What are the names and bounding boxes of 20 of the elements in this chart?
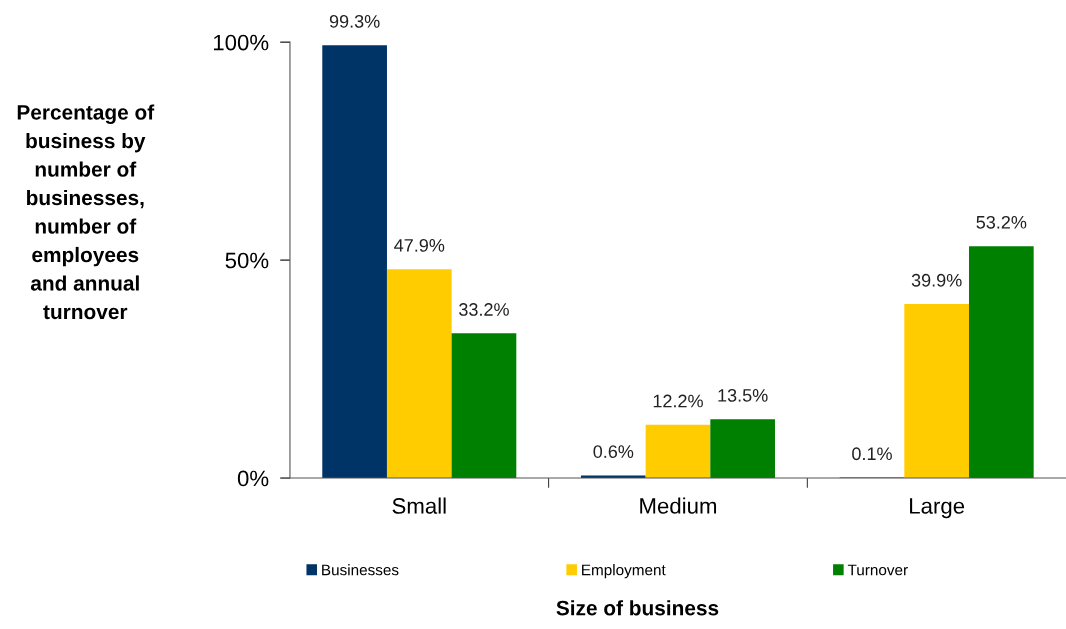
- data-label: 33.2%: [459, 303, 509, 316]
- data-label: 39.9%: [911, 273, 962, 287]
- x-tick-label: Small: [392, 497, 446, 514]
- data-label: 53.2%: [976, 215, 1027, 229]
- data-label: 0.6%: [593, 445, 634, 458]
- data-label: 99.3%: [329, 14, 380, 28]
- data-label: 0.1%: [852, 447, 892, 461]
- data-label: 47.9%: [394, 239, 445, 252]
- y-tick-label: 50%: [225, 252, 269, 269]
- legend-label: Turnover: [847, 564, 908, 576]
- data-label: 12.2%: [653, 394, 703, 408]
- x-axis-title: Size of business: [556, 600, 719, 616]
- data-label: 13.5%: [718, 388, 768, 402]
- legend-label: Businesses: [322, 564, 399, 576]
- x-tick-label: Medium: [640, 497, 717, 514]
- y-tick-label: 0%: [237, 470, 269, 487]
- y-axis-title: Percentage of business by number of businesses, number of employees and annual turnover: [17, 104, 155, 320]
- x-tick-label: Large: [910, 498, 965, 519]
- y-tick-label: 100%: [213, 34, 269, 51]
- legend-label: Employment: [582, 564, 666, 579]
